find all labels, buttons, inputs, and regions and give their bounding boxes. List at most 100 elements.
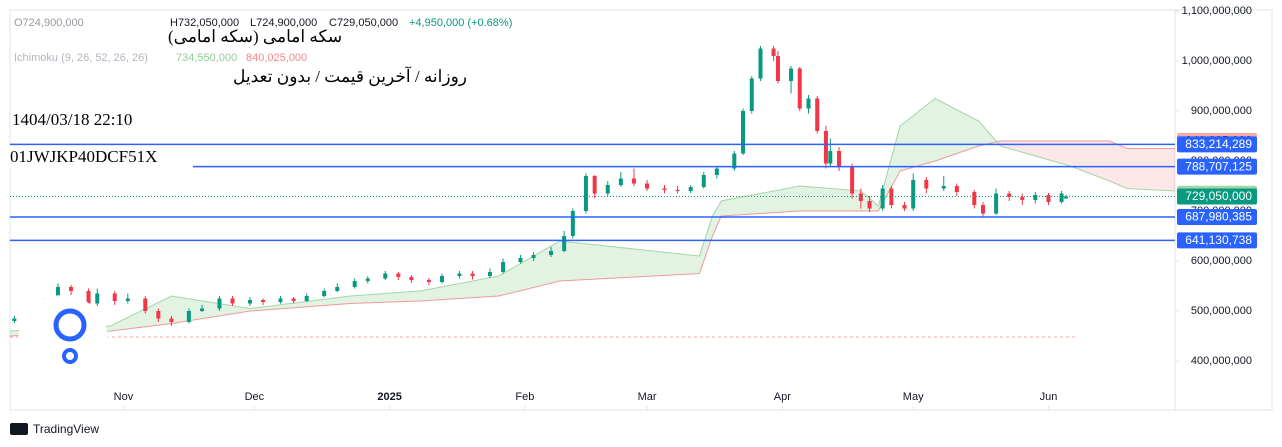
candle-body <box>112 293 117 301</box>
candle-body <box>880 188 885 209</box>
candle-body <box>570 211 575 236</box>
candle-body <box>797 68 802 109</box>
candle-body <box>1059 193 1064 202</box>
candle-body <box>741 111 746 154</box>
price-tag-label: 788,707,125 <box>1185 159 1252 173</box>
x-tick-label: Nov <box>114 391 134 403</box>
cloud-fill <box>1127 148 1175 191</box>
indicator-b: 840,025,000 <box>246 52 307 64</box>
symbol-subtitle: روزانه / آخرین قیمت / بدون تعدیل <box>233 65 467 87</box>
candle-body <box>1063 196 1068 199</box>
x-tick-label: Dec <box>245 391 265 403</box>
cloud-line <box>9 97 1176 332</box>
candle-body <box>143 298 148 311</box>
candle-body <box>439 276 444 282</box>
candle-body <box>426 280 431 282</box>
candle-body <box>775 56 780 81</box>
candle-body <box>335 287 340 291</box>
candle-body <box>823 131 828 164</box>
x-tick-label: May <box>903 391 924 403</box>
label-bg <box>8 146 193 168</box>
candle-body <box>662 188 667 190</box>
candle-body <box>618 178 623 185</box>
price-tag <box>1177 232 1257 249</box>
candle-body <box>902 205 907 209</box>
candle-body <box>487 272 492 276</box>
cloud-fill <box>721 186 800 216</box>
cloud-fill <box>1109 141 1128 189</box>
candle-body <box>837 151 842 166</box>
candle-body <box>230 298 235 304</box>
candle-body <box>954 186 959 192</box>
overlay: O724,900,000 H732,050,000 L724,900,000 C… <box>8 17 512 436</box>
price-tag <box>1177 158 1257 175</box>
candle-body <box>457 273 462 276</box>
candle-body <box>981 205 986 214</box>
candle-body <box>749 78 754 111</box>
chart-frame <box>9 9 1273 411</box>
y-tick-label: 500,000,000 <box>1191 305 1252 317</box>
candle-body <box>675 190 680 191</box>
cloud-fill <box>699 216 713 274</box>
ohlc-change: +4,950,000 (+0.68%) <box>409 17 512 29</box>
cloud-line <box>9 140 1175 337</box>
cloud-fill <box>110 296 172 331</box>
candle-body <box>605 185 610 194</box>
candle-body <box>365 278 370 281</box>
y-tick-label: 400,000,000 <box>1191 355 1252 367</box>
candle-body <box>470 273 475 276</box>
candle-body <box>95 293 100 304</box>
candle-body <box>383 273 388 279</box>
footer-logo <box>10 423 28 435</box>
cloud-fill <box>1000 141 1071 166</box>
cloud-fill <box>935 98 979 161</box>
x-tick-label: 2025 <box>377 391 401 403</box>
cloud-fill <box>1070 141 1110 181</box>
cloud-fill <box>712 201 722 236</box>
price-tag-label: 641,130,738 <box>1185 233 1252 247</box>
x-tick-label: Jun <box>1040 391 1058 403</box>
cloud-fill <box>559 241 700 281</box>
candle-body <box>169 318 174 322</box>
price-tag-label: 833,214,289 <box>1185 137 1252 151</box>
candle-body <box>518 258 523 262</box>
candle-body <box>1046 195 1051 202</box>
ohlc-open: O724,900,000 <box>14 17 84 29</box>
candle-body <box>828 151 833 164</box>
candle-body <box>278 298 283 302</box>
candle-body <box>972 192 977 205</box>
price-tag <box>1177 188 1257 205</box>
price-tag <box>1177 209 1257 226</box>
candle-body <box>304 296 309 301</box>
logo-icon <box>62 348 78 364</box>
price-tag-label: 729,050,000 <box>1185 189 1252 203</box>
y-tick-label: 1,000,000,000 <box>1182 55 1252 67</box>
candle-body <box>291 298 296 301</box>
candle-body <box>562 236 567 251</box>
candle-body <box>858 193 863 201</box>
candle-body <box>592 176 597 194</box>
candle-body <box>758 48 763 79</box>
candle-body <box>1020 197 1025 200</box>
candle-body <box>583 176 588 211</box>
candle-body <box>631 178 636 184</box>
y-tick-label: 600,000,000 <box>1191 255 1252 267</box>
cloud-fill <box>350 291 421 304</box>
x-tick-label: Feb <box>515 391 534 403</box>
ohlc-close: C729,050,000 <box>329 17 398 29</box>
cloud-fill <box>249 296 351 311</box>
indicator-a: 734,550,000 <box>176 52 237 64</box>
candle-body <box>501 262 506 272</box>
candle-body <box>1007 193 1012 197</box>
candle-body <box>125 298 130 301</box>
price-tag <box>1177 136 1257 153</box>
candle-body <box>714 168 719 175</box>
candle-body <box>12 318 17 321</box>
candle-body <box>701 175 706 187</box>
candle-body <box>217 298 222 309</box>
candle-body <box>924 180 929 189</box>
candle-body <box>732 153 737 169</box>
cloud-fill <box>498 241 560 296</box>
candle-body <box>994 193 999 214</box>
